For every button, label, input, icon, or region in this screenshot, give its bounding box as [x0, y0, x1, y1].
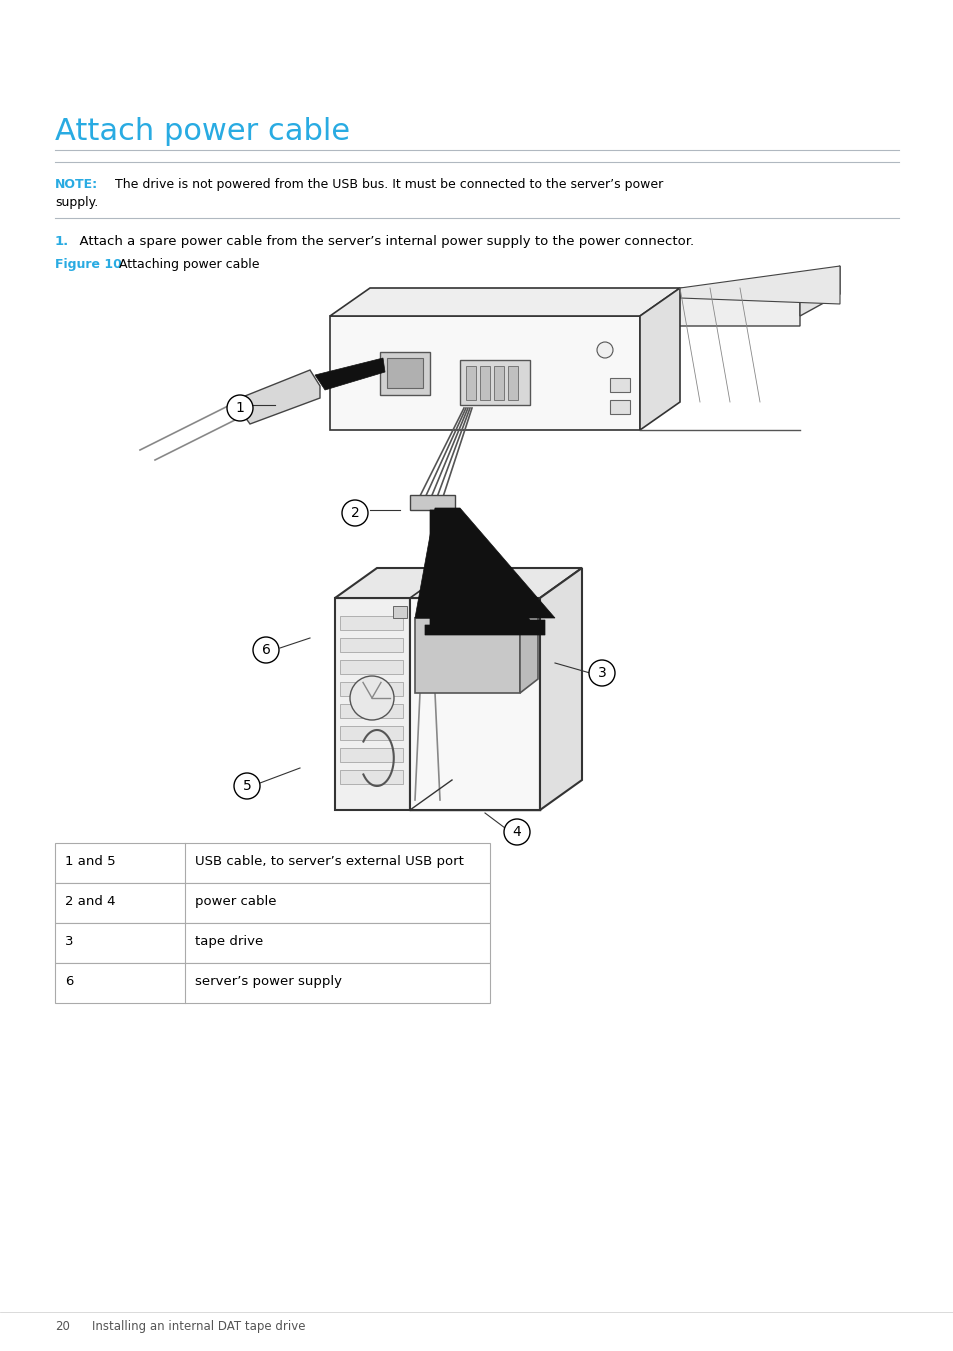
Polygon shape — [240, 370, 319, 424]
Polygon shape — [424, 509, 544, 635]
Bar — [55, 843, 490, 884]
Bar — [339, 638, 402, 653]
Bar — [609, 378, 629, 392]
Bar — [465, 366, 476, 400]
Text: 2 and 4: 2 and 4 — [65, 894, 115, 908]
Circle shape — [503, 819, 530, 844]
Text: NOTE:: NOTE: — [55, 178, 98, 190]
Text: tape drive: tape drive — [194, 935, 263, 948]
Bar — [459, 359, 530, 405]
Text: 6: 6 — [261, 643, 270, 657]
Polygon shape — [539, 567, 581, 811]
Bar — [609, 400, 629, 413]
Polygon shape — [800, 266, 840, 316]
Bar — [339, 770, 402, 784]
Text: Installing an internal DAT tape drive: Installing an internal DAT tape drive — [77, 1320, 305, 1333]
Text: Attaching power cable: Attaching power cable — [111, 258, 259, 272]
Circle shape — [341, 500, 368, 526]
Circle shape — [350, 676, 394, 720]
Text: 5: 5 — [242, 780, 251, 793]
Polygon shape — [519, 604, 537, 693]
Bar — [479, 366, 490, 400]
Polygon shape — [639, 288, 800, 326]
Circle shape — [597, 342, 613, 358]
Text: The drive is not powered from the USB bus. It must be connected to the server’s : The drive is not powered from the USB bu… — [103, 178, 662, 190]
Bar — [339, 704, 402, 717]
Circle shape — [253, 638, 278, 663]
Bar — [339, 725, 402, 740]
Bar — [330, 316, 639, 430]
Text: server’s power supply: server’s power supply — [194, 975, 341, 988]
Circle shape — [227, 394, 253, 422]
Circle shape — [233, 773, 260, 798]
Text: Attach a spare power cable from the server’s internal power supply to the power : Attach a spare power cable from the serv… — [71, 235, 694, 249]
Text: 20: 20 — [55, 1320, 70, 1333]
Polygon shape — [415, 604, 537, 617]
Bar — [339, 748, 402, 762]
Polygon shape — [335, 567, 581, 598]
Bar — [339, 682, 402, 696]
Bar — [55, 963, 490, 1002]
Bar — [507, 366, 517, 400]
Text: supply.: supply. — [55, 196, 98, 209]
Text: power cable: power cable — [194, 894, 276, 908]
Polygon shape — [314, 358, 385, 390]
Polygon shape — [330, 288, 679, 316]
Bar — [55, 884, 490, 923]
Text: 1 and 5: 1 and 5 — [65, 855, 115, 867]
Text: Figure 10: Figure 10 — [55, 258, 122, 272]
Bar — [339, 616, 402, 630]
Bar — [393, 607, 407, 617]
Bar — [55, 923, 490, 963]
Text: 6: 6 — [65, 975, 73, 988]
Bar — [410, 598, 539, 811]
Text: 3: 3 — [65, 935, 73, 948]
Polygon shape — [415, 508, 555, 617]
Text: 3: 3 — [597, 666, 606, 680]
Text: 4: 4 — [512, 825, 521, 839]
Text: 1.: 1. — [55, 235, 70, 249]
Bar — [415, 617, 519, 693]
Bar — [335, 598, 410, 811]
Text: USB cable, to server’s external USB port: USB cable, to server’s external USB port — [194, 855, 463, 867]
Circle shape — [588, 661, 615, 686]
Polygon shape — [410, 494, 455, 509]
Text: Attach power cable: Attach power cable — [55, 118, 350, 146]
Text: 1: 1 — [235, 401, 244, 415]
Bar — [339, 661, 402, 674]
Polygon shape — [639, 288, 679, 430]
Bar — [494, 366, 503, 400]
Text: 2: 2 — [351, 507, 359, 520]
Bar — [379, 353, 430, 394]
Polygon shape — [679, 266, 840, 304]
Bar — [387, 358, 422, 388]
